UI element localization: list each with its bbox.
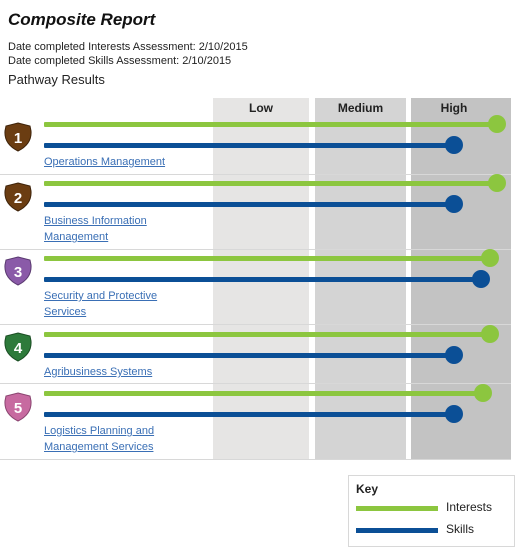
row-divider — [0, 249, 511, 250]
skills-bar — [44, 143, 454, 148]
shield-icon: 4 — [4, 332, 32, 362]
pathway-rank: 1 — [14, 130, 22, 147]
skills-key-swatch — [356, 528, 438, 533]
skills-dot — [444, 346, 463, 364]
interests-dot — [487, 115, 506, 133]
skills-bar — [44, 412, 454, 417]
pathway-link-logistics-planning-and-management-services[interactable]: Logistics Planning and Management Service… — [44, 425, 155, 453]
row-divider — [0, 324, 511, 325]
low-label: Low — [249, 101, 273, 115]
shield-icon: 2 — [4, 182, 32, 212]
interests-dot — [480, 249, 499, 267]
skills-key-label: Skills — [446, 522, 475, 536]
high-label: High — [440, 101, 468, 115]
interests-key-swatch — [356, 506, 438, 511]
shield-icon: 5 — [4, 392, 32, 422]
shield-icon: 1 — [4, 122, 32, 152]
interests-bar — [44, 181, 497, 186]
pathway-link-agribusiness-systems[interactable]: Agribusiness Systems — [44, 366, 153, 378]
skills-dot — [444, 405, 463, 423]
row-divider — [0, 459, 511, 460]
pathway-rank: 3 — [14, 264, 22, 281]
interests-bar — [44, 122, 497, 127]
pathway-link-operations-management[interactable]: Operations Management — [44, 156, 166, 168]
key-title: Key — [356, 482, 379, 496]
pathway-results-heading: Pathway Results — [8, 72, 105, 87]
skills-bar — [44, 277, 481, 282]
skills-dot — [444, 195, 463, 213]
interests-completed-date: Date completed Interests Assessment: 2/1… — [8, 41, 248, 53]
pathway-results-chart: Low Medium High 1 Operations Management … — [0, 98, 511, 460]
pathway-link-business-information-management[interactable]: Business Information Management — [44, 215, 147, 243]
row-divider — [0, 383, 511, 384]
skills-bar — [44, 353, 454, 358]
interests-dot — [474, 384, 493, 402]
pathway-rank: 5 — [14, 400, 22, 417]
interests-dot — [480, 325, 499, 343]
interests-bar — [44, 256, 490, 261]
skills-completed-date: Date completed Skills Assessment: 2/10/2… — [8, 55, 232, 67]
interests-key-label: Interests — [446, 500, 493, 514]
pathway-rank: 4 — [14, 340, 23, 357]
shield-icon: 3 — [4, 256, 32, 286]
interests-dot — [487, 174, 506, 192]
row-divider — [0, 174, 511, 175]
interests-bar — [44, 332, 490, 337]
pathway-rank: 2 — [14, 190, 22, 207]
report-title: Composite Report — [8, 10, 156, 29]
skills-bar — [44, 202, 454, 207]
interests-bar — [44, 391, 484, 396]
chart-key: Key Interests Skills — [348, 475, 515, 547]
skills-dot — [444, 136, 463, 154]
medium-label: Medium — [337, 101, 384, 115]
pathway-link-security-and-protective-services[interactable]: Security and Protective Services — [44, 290, 158, 318]
skills-dot — [471, 270, 490, 288]
